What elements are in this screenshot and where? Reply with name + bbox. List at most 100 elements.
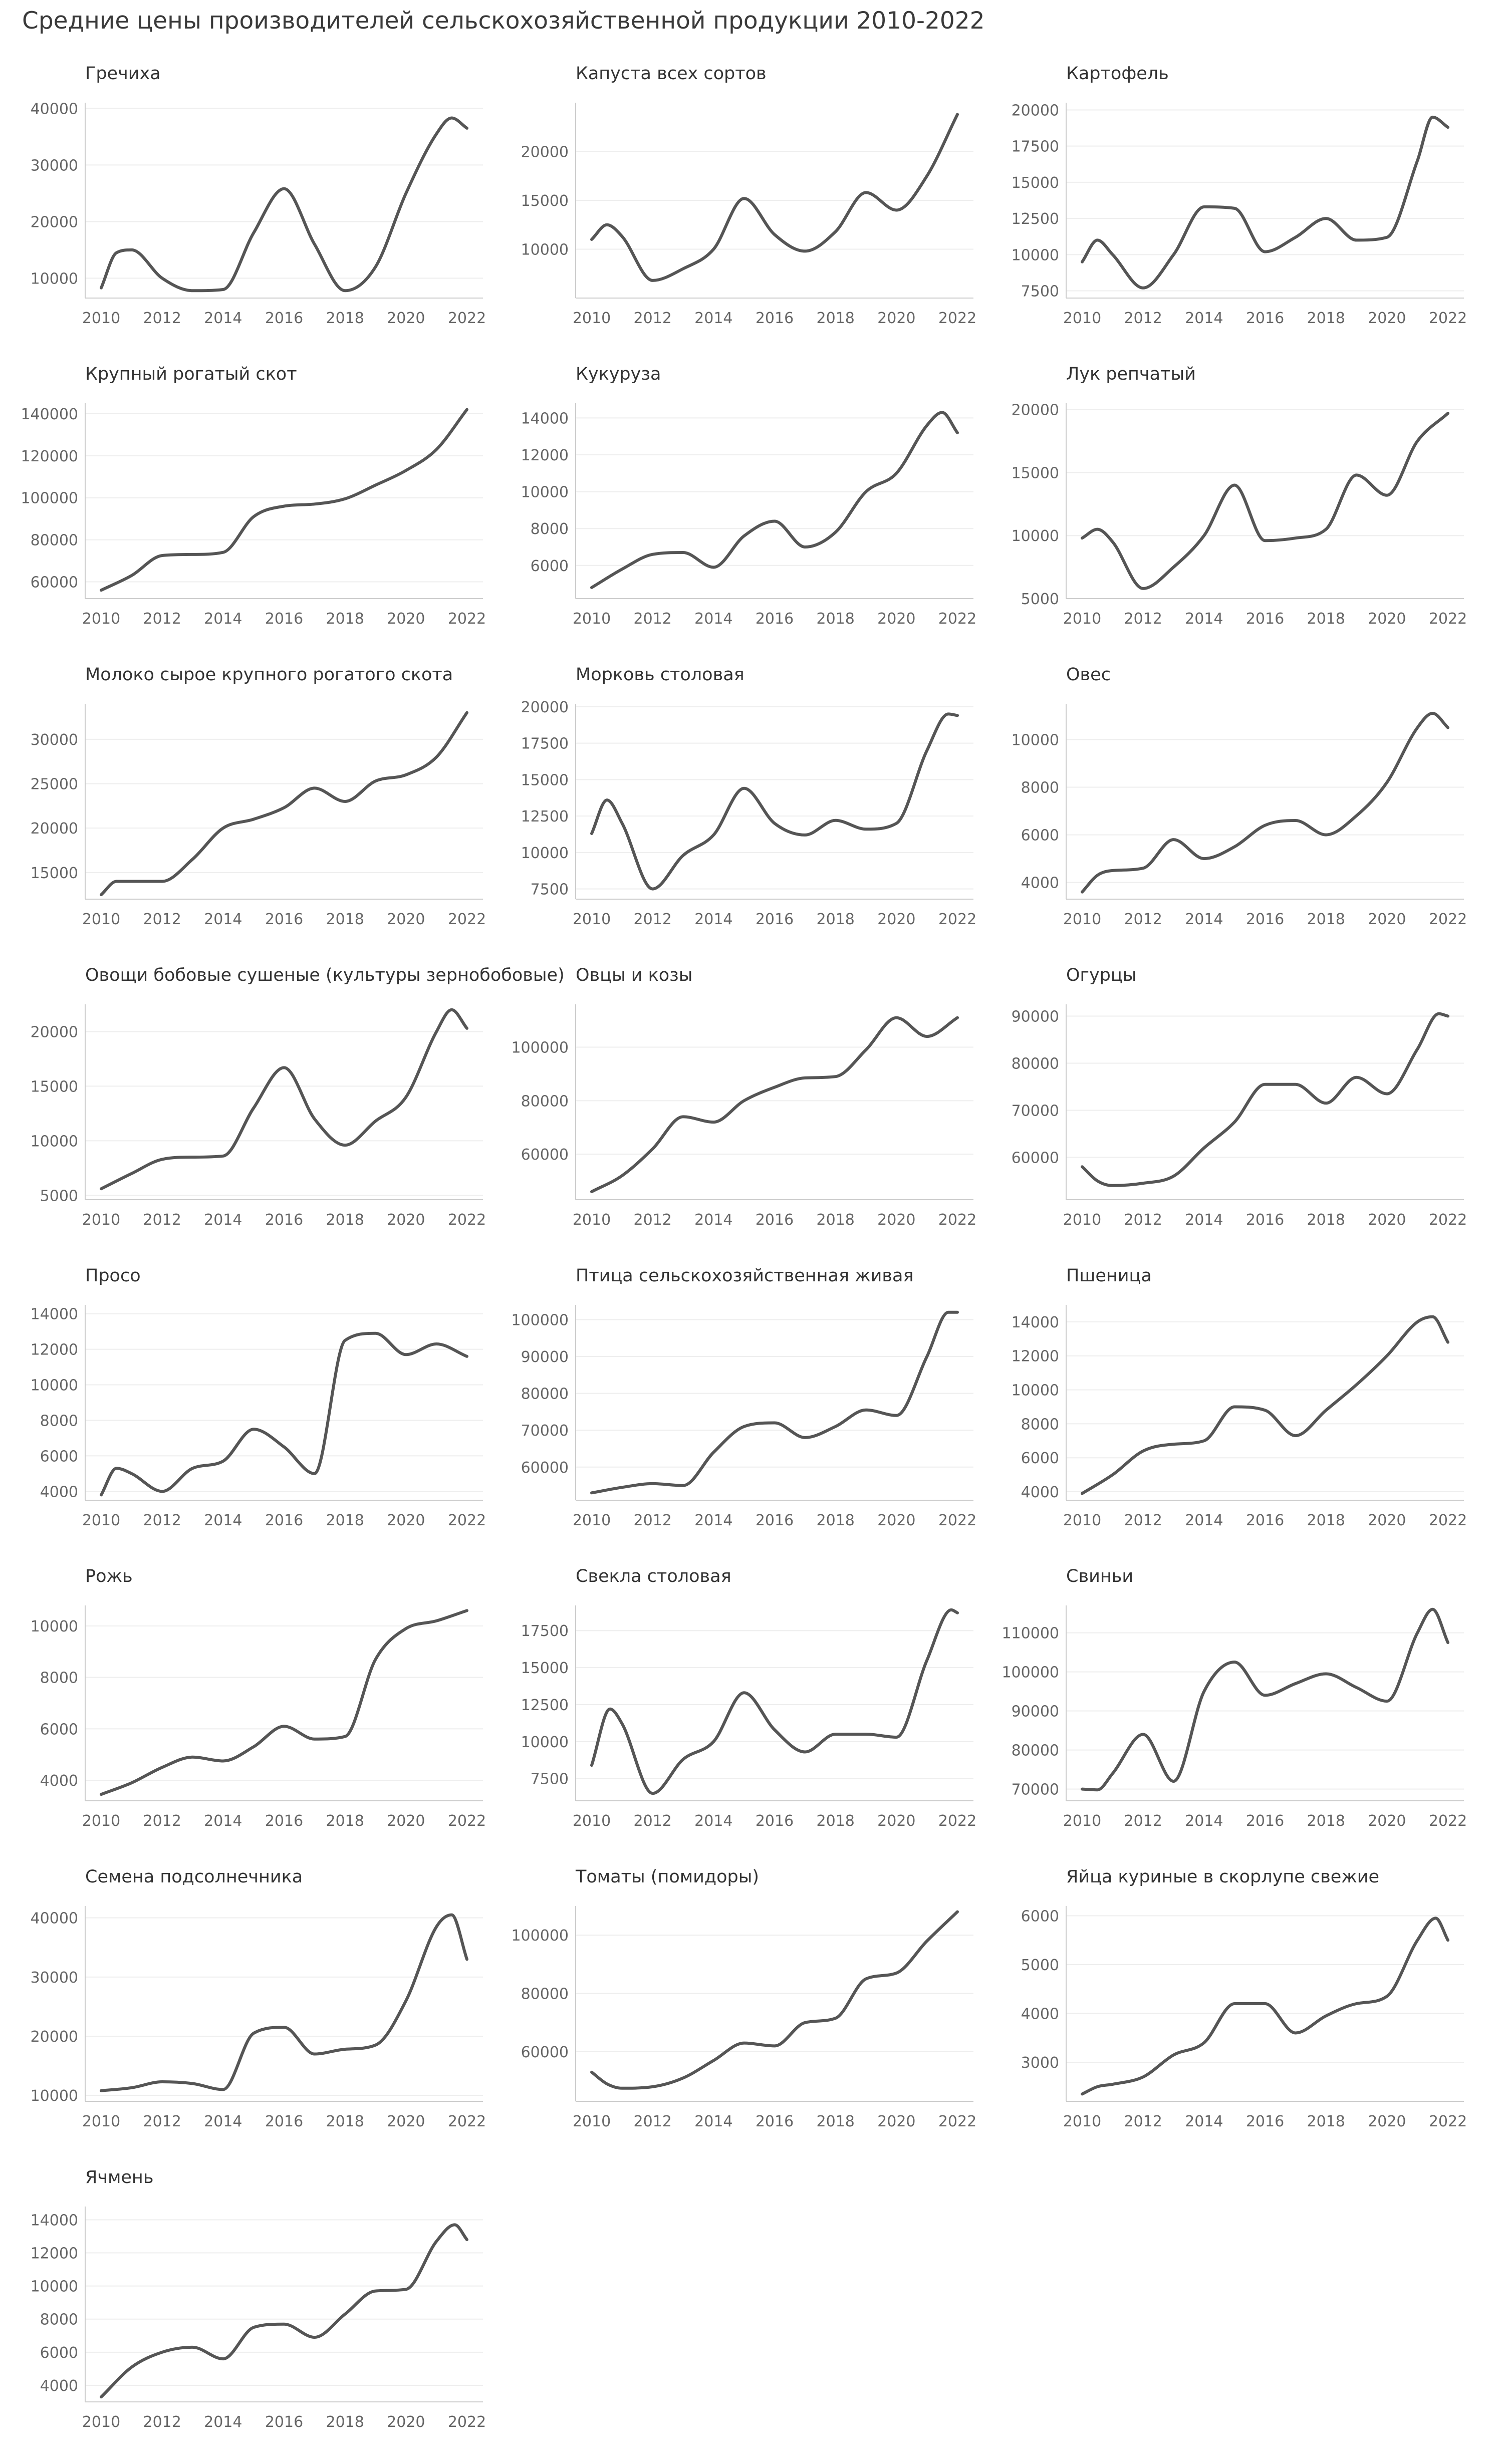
y-tick-label: 15000 <box>521 771 569 789</box>
y-tick-label: 17500 <box>1012 138 1059 156</box>
x-tick-label: 2010 <box>1063 1211 1101 1229</box>
y-tick-label: 5000 <box>1021 591 1059 608</box>
y-tick-label: 25000 <box>31 776 78 793</box>
x-tick-label: 2018 <box>1307 1812 1345 1830</box>
x-tick-label: 2022 <box>938 610 976 628</box>
y-tick-label: 80000 <box>521 1386 569 1403</box>
x-tick-label: 2016 <box>756 2113 794 2130</box>
chart-title: Просо <box>85 1266 141 1286</box>
x-tick-label: 2012 <box>1124 1812 1162 1830</box>
x-tick-label: 2012 <box>1124 2113 1162 2130</box>
y-tick-label: 10000 <box>31 1133 78 1150</box>
series-line <box>100 116 468 293</box>
x-tick-label: 2020 <box>387 1812 425 1830</box>
x-tick-label: 2018 <box>816 911 854 928</box>
y-tick-label: 5000 <box>1021 1957 1059 1974</box>
y-tick-label: 6000 <box>531 558 569 575</box>
x-tick-label: 2016 <box>1246 1812 1284 1830</box>
y-tick-label: 60000 <box>521 1459 569 1477</box>
x-tick-label: 2010 <box>82 2113 120 2130</box>
x-tick-label: 2016 <box>756 310 794 327</box>
x-tick-label: 2010 <box>82 1812 120 1830</box>
y-tick-label: 4000 <box>1021 2006 1059 2023</box>
y-tick-label: 10000 <box>1012 527 1059 545</box>
y-tick-label: 10000 <box>31 270 78 288</box>
y-tick-label: 15000 <box>31 1078 78 1096</box>
y-tick-label: 6000 <box>40 1721 78 1738</box>
series-line <box>590 411 959 589</box>
x-tick-label: 2012 <box>633 310 671 327</box>
x-tick-label: 2010 <box>1063 1512 1101 1529</box>
y-tick-label: 60000 <box>1012 1149 1059 1167</box>
y-tick-label: 12500 <box>1012 210 1059 228</box>
y-tick-label: 4000 <box>40 1483 78 1501</box>
y-tick-label: 20000 <box>31 213 78 231</box>
chart-panel: Ячмень 4000 6000 8000 10000 12000 14000 2010 201… <box>31 2167 486 2431</box>
y-tick-label: 80000 <box>521 1986 569 2003</box>
x-tick-label: 2020 <box>877 911 915 928</box>
x-tick-label: 2016 <box>1246 1512 1284 1529</box>
x-tick-label: 2022 <box>1429 1812 1467 1830</box>
y-tick-label: 90000 <box>1012 1008 1059 1025</box>
x-tick-label: 2022 <box>448 310 486 327</box>
x-tick-label: 2022 <box>448 610 486 628</box>
y-tick-label: 12500 <box>521 808 569 826</box>
x-tick-label: 2010 <box>82 1211 120 1229</box>
x-tick-label: 2012 <box>633 1812 671 1830</box>
x-tick-label: 2016 <box>265 2413 303 2431</box>
chart-title: Свекла столовая <box>576 1566 731 1586</box>
y-tick-label: 140000 <box>21 406 78 423</box>
y-tick-label: 20000 <box>521 699 569 716</box>
x-tick-label: 2018 <box>816 610 854 628</box>
x-tick-label: 2012 <box>143 2113 181 2130</box>
y-tick-label: 8000 <box>1021 779 1059 796</box>
series-line <box>100 1609 468 1796</box>
series-line <box>590 1910 959 2090</box>
chart-panel: Овцы и козы 60000 80000 100000 2010 2012 2014 2… <box>511 965 976 1229</box>
x-tick-label: 2018 <box>1307 610 1345 628</box>
x-tick-label: 2018 <box>816 1512 854 1529</box>
y-tick-label: 14000 <box>31 2212 78 2229</box>
y-tick-label: 10000 <box>521 1734 569 1751</box>
x-tick-label: 2012 <box>143 610 181 628</box>
x-tick-label: 2014 <box>204 1812 242 1830</box>
chart-panel: Лук репчатый 5000 10000 15000 20000 2010 2012 2… <box>1012 364 1467 628</box>
x-tick-label: 2018 <box>326 1512 364 1529</box>
chart-panel: Птица сельскохозяйственная живая 60000 700… <box>511 1266 976 1529</box>
chart-panel: Картофель 7500 10000 12500 15000 17500 20000 20… <box>1012 64 1467 327</box>
y-tick-label: 12000 <box>31 1341 78 1359</box>
series-line <box>1081 412 1449 590</box>
x-tick-label: 2014 <box>694 1812 732 1830</box>
x-tick-label: 2016 <box>1246 2113 1284 2130</box>
chart-panel: Семена подсолнечника 10000 20000 30000 40000… <box>31 1867 486 2130</box>
x-tick-label: 2012 <box>1124 1211 1162 1229</box>
y-tick-label: 8000 <box>40 2311 78 2329</box>
x-tick-label: 2020 <box>387 1211 425 1229</box>
chart-panel: Огурцы 60000 70000 80000 90000 2010 2012 2014 20… <box>1012 965 1467 1229</box>
x-tick-label: 2020 <box>877 1812 915 1830</box>
y-tick-label: 70000 <box>1012 1781 1059 1799</box>
x-tick-label: 2022 <box>448 1211 486 1229</box>
y-tick-label: 10000 <box>521 845 569 862</box>
x-tick-label: 2014 <box>694 911 732 928</box>
y-tick-label: 7500 <box>531 881 569 899</box>
y-tick-label: 30000 <box>31 1969 78 1987</box>
y-tick-label: 3000 <box>1021 2054 1059 2072</box>
x-tick-label: 2022 <box>1429 610 1467 628</box>
x-tick-label: 2016 <box>265 610 303 628</box>
x-tick-label: 2020 <box>877 610 915 628</box>
y-tick-label: 15000 <box>1012 464 1059 482</box>
x-tick-label: 2020 <box>1368 1211 1406 1229</box>
y-tick-label: 20000 <box>31 2028 78 2046</box>
chart-title: Рожь <box>85 1566 133 1586</box>
y-tick-label: 90000 <box>521 1348 569 1366</box>
x-tick-label: 2022 <box>1429 1512 1467 1529</box>
x-tick-label: 2020 <box>387 2113 425 2130</box>
x-tick-label: 2012 <box>143 1512 181 1529</box>
x-tick-label: 2010 <box>573 1812 611 1830</box>
chart-panel: Овощи бобовые сушеные (культуры зернобоб… <box>31 965 565 1229</box>
x-tick-label: 2022 <box>938 911 976 928</box>
chart-panel: Рожь 4000 6000 8000 10000 2010 2012 2014 2016 201… <box>31 1566 486 1830</box>
y-tick-label: 40000 <box>31 100 78 118</box>
x-tick-label: 2010 <box>82 610 120 628</box>
